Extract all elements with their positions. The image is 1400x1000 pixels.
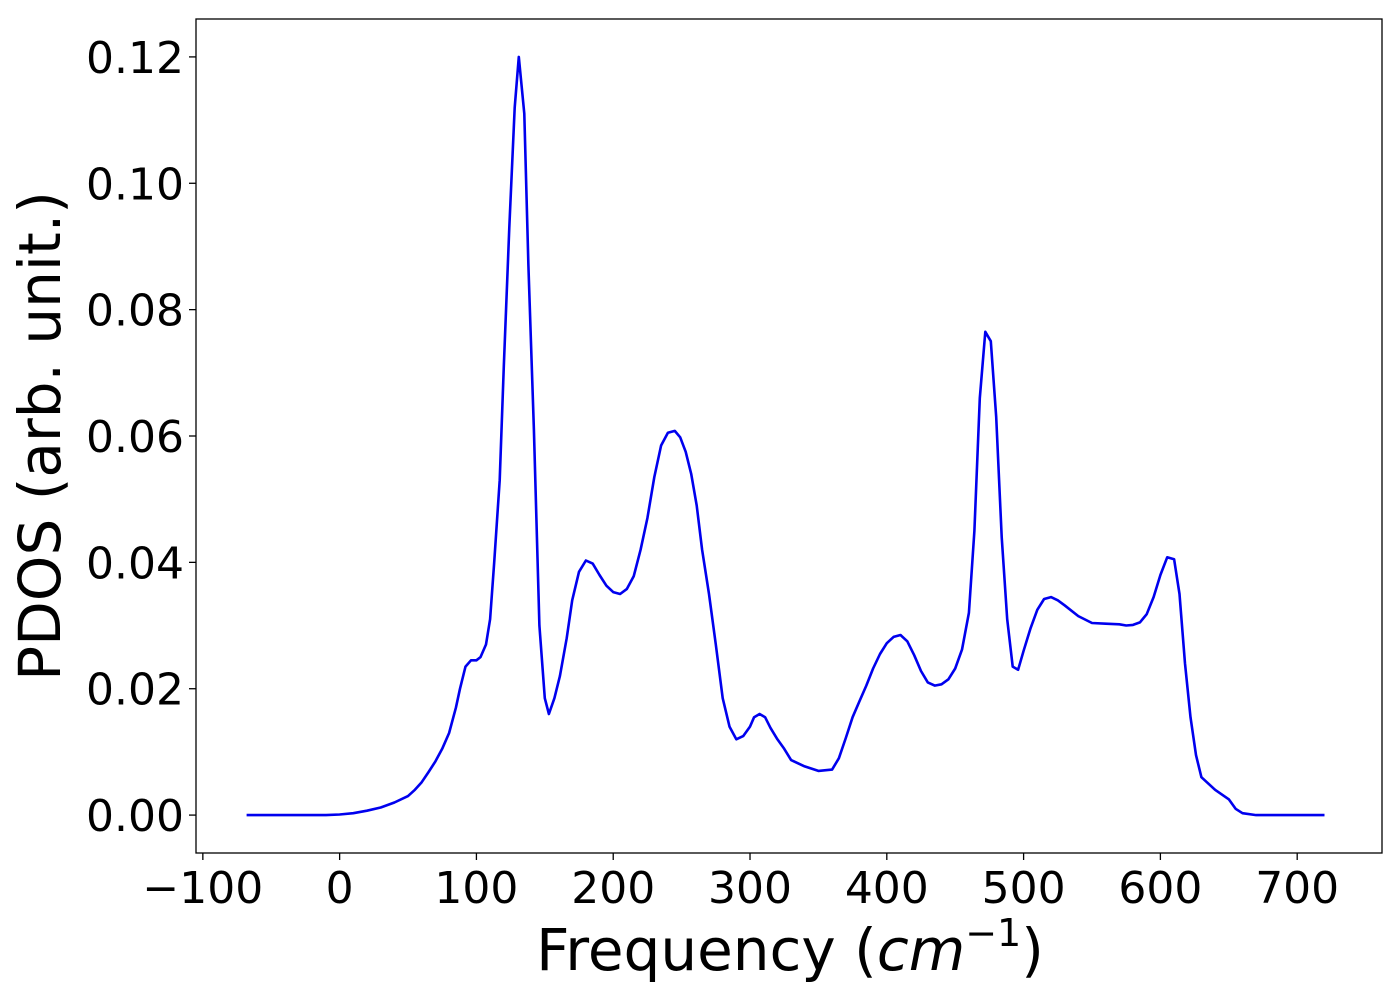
x-tick-label: 500 [982, 863, 1066, 914]
x-tick-label: 200 [571, 863, 655, 914]
y-tick-label: 0.10 [86, 159, 184, 210]
plot-frame [195, 18, 1383, 854]
x-axis-ticks: −100 0 100 200 300 400 500 600 700 [142, 853, 1339, 914]
x-axis-title-close: ) [1021, 916, 1044, 984]
x-tick-label: 700 [1255, 863, 1339, 914]
y-tick-label: 0.02 [86, 665, 184, 716]
x-tick-label: −100 [142, 863, 263, 914]
x-axis-title-text: Frequency ( [536, 916, 877, 984]
x-tick-label: 300 [708, 863, 792, 914]
x-tick-label: 600 [1118, 863, 1202, 914]
x-axis-title-unit-exponent: −1 [965, 911, 1021, 955]
y-tick-label: 0.12 [86, 33, 184, 84]
series-line [246, 55, 1325, 817]
y-tick-label: 0.04 [86, 538, 184, 589]
y-tick-label: 0.06 [86, 412, 184, 463]
y-tick-label: 0.00 [86, 791, 184, 842]
x-tick-label: 0 [326, 863, 354, 914]
y-axis-title: PDOS (arb. unit.) [6, 191, 74, 681]
y-tick-label: 0.08 [86, 286, 184, 337]
x-axis-title-unit: cm [877, 916, 965, 984]
y-axis-ticks: 0.00 0.02 0.04 0.06 0.08 0.10 0.12 [86, 33, 196, 842]
series-layer [246, 55, 1325, 817]
x-tick-label: 100 [434, 863, 518, 914]
x-tick-label: 400 [845, 863, 929, 914]
x-axis-title: Frequency (cm−1) [536, 911, 1044, 984]
